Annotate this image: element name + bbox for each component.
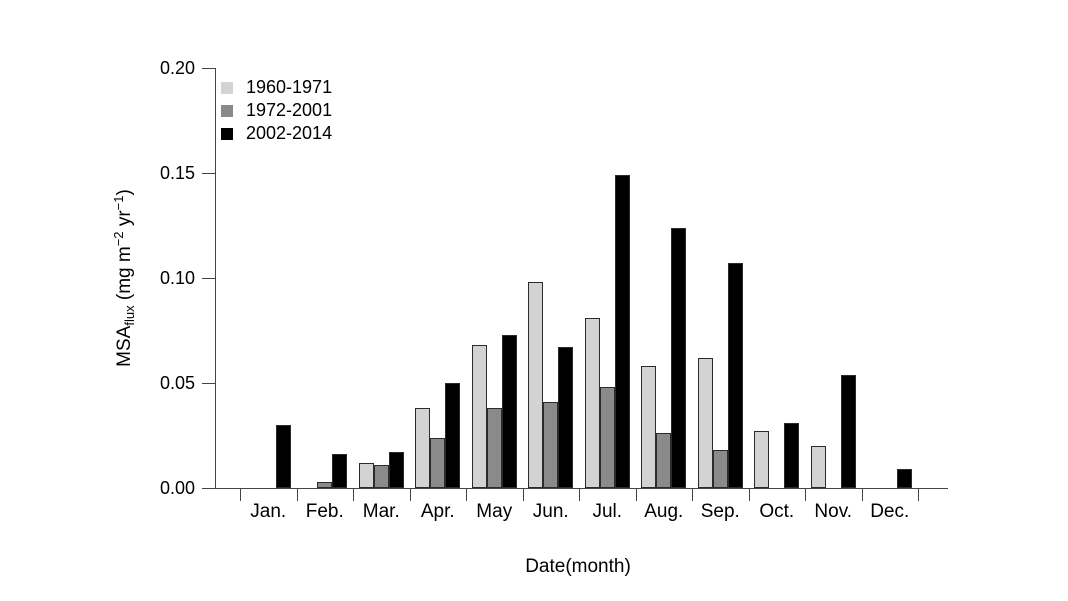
y-axis-title-part: (mg m [114,246,135,306]
x-axis-tick [579,489,580,501]
legend-item: 1960-1971 [221,77,332,98]
legend-swatch-2002-2014 [221,127,233,140]
x-tick-label-mar: Mar. [362,501,400,522]
x-tick-label-jan: Jan. [250,501,287,522]
x-axis-tick [296,489,298,501]
bar-jun-1960-1971 [528,282,544,488]
y-axis-title-part: −2 [111,231,126,247]
x-axis-tick [240,489,241,501]
y-tick-label: 0.20 [159,58,195,78]
bar-nov-2002-2014 [840,375,856,488]
x-tick-label-jul: Jul. [592,501,623,522]
x-axis-title: Date(month) [525,556,631,577]
bar-apr-1960-1971 [415,408,431,488]
y-axis-tick [202,488,215,489]
y-axis-title-part: flux [122,305,137,326]
y-axis-tick [202,68,215,69]
x-axis-tick [861,489,863,501]
x-axis-tick [805,489,806,501]
y-tick-label: 0.10 [159,268,195,288]
bar-jun-2002-2014 [558,347,574,488]
bar-nov-1960-1971 [810,446,826,488]
legend: 1960-1971 1972-2001 2002-2014 [221,77,332,144]
bar-sep-1972-2001 [712,450,728,488]
x-axis-tick [353,489,354,501]
x-axis-tick [748,489,750,501]
bar-feb-2002-2014 [332,454,348,488]
x-axis-tick [466,489,467,501]
legend-item: 2002-2014 [221,123,332,144]
y-axis-tick [202,383,215,384]
legend-label: 2002-2014 [246,123,333,143]
bar-oct-1960-1971 [754,431,770,488]
y-axis-tick [202,278,215,279]
y-axis-title-part: yr [114,210,135,232]
bar-jul-1960-1971 [584,318,600,488]
bar-may-2002-2014 [501,335,517,488]
legend-label: 1972-2001 [246,100,333,120]
x-tick-label-dec: Dec. [870,501,910,522]
bar-aug-1972-2001 [656,433,672,488]
x-axis-line [215,488,948,489]
x-tick-label-apr: Apr. [420,501,455,522]
bar-mar-1972-2001 [373,465,389,488]
legend-label: 1960-1971 [246,77,333,97]
legend-swatch-1972-2001 [221,104,233,117]
y-axis-title-part: MSA [114,325,135,367]
x-tick-label-oct: Oct. [759,501,795,522]
y-axis-title: MSAflux (mg m−2 yr−1) [111,189,137,367]
bar-mar-1960-1971 [358,463,374,488]
y-axis-title-part: −1 [111,195,126,211]
bar-aug-1960-1971 [641,366,657,488]
bar-sep-1960-1971 [697,358,713,488]
bar-feb-1972-2001 [317,482,333,488]
x-axis-tick [635,489,637,501]
bar-aug-2002-2014 [671,228,687,488]
legend-swatch-1960-1971 [221,81,233,94]
y-axis-title-part: ) [114,189,135,196]
bar-apr-2002-2014 [445,383,461,488]
x-tick-label-feb: Feb. [305,501,344,522]
x-tick-label-sep: Sep. [700,501,740,522]
bar-mar-2002-2014 [388,452,404,488]
y-tick-label: 0.15 [159,163,195,183]
bar-jul-1972-2001 [599,387,615,488]
bar-sep-2002-2014 [727,263,743,488]
bar-jan-2002-2014 [275,425,291,488]
x-tick-label-nov: Nov. [814,501,853,522]
y-tick-label: 0.05 [159,373,195,393]
bar-dec-2002-2014 [897,469,913,488]
x-axis-tick [522,489,524,501]
bar-may-1972-2001 [486,408,502,488]
plot-area: 0.00 0.05 0.10 0.15 0.20 Jan. Feb. Mar. Apr. May… [160,58,948,522]
bar-jun-1972-2001 [543,402,559,488]
legend-item: 1972-2001 [221,100,332,121]
bar-apr-1972-2001 [430,438,446,488]
x-axis-tick [409,489,411,501]
bar-oct-2002-2014 [784,423,800,488]
x-axis-tick [918,489,919,501]
x-tick-label-aug: Aug. [644,501,684,522]
bar-jul-2002-2014 [614,175,630,488]
x-tick-label-may: May [476,501,513,522]
bar-may-1960-1971 [471,345,487,488]
x-axis-tick [692,489,693,501]
y-axis-line [215,68,216,489]
x-tick-label-jun: Jun. [532,501,569,522]
y-axis-tick [202,173,215,174]
y-tick-label: 0.00 [159,478,195,498]
